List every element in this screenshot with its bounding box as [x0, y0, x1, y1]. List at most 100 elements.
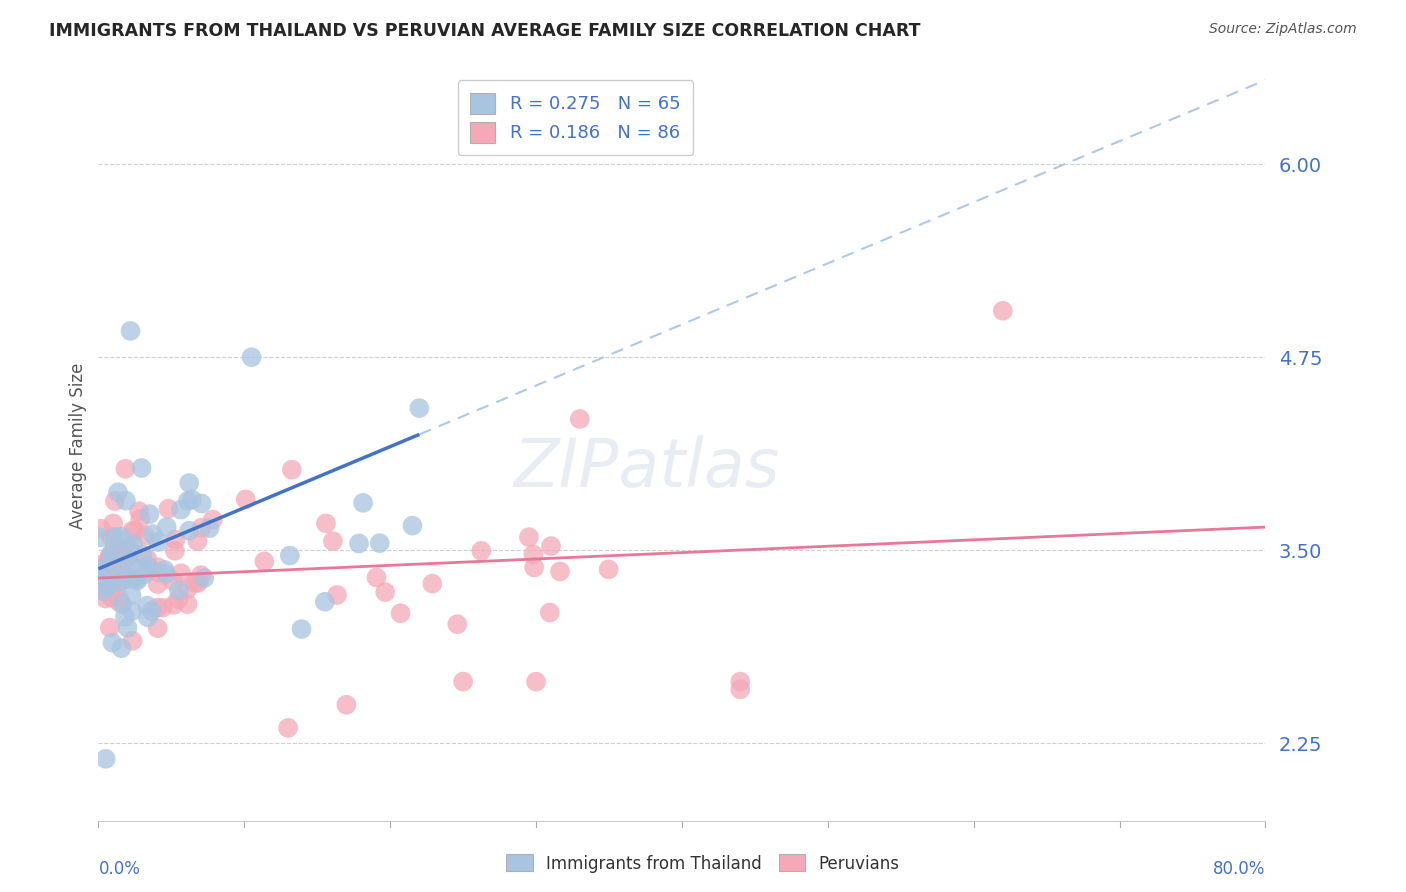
Point	[389, 606, 412, 620]
Point	[598, 562, 620, 576]
Point	[170, 502, 193, 516]
Point	[104, 530, 127, 544]
Point	[522, 548, 544, 562]
Point	[89, 562, 111, 576]
Point	[94, 574, 117, 589]
Point	[89, 530, 111, 544]
Point	[141, 604, 163, 618]
Text: IMMIGRANTS FROM THAILAND VS PERUVIAN AVERAGE FAMILY SIZE CORRELATION CHART: IMMIGRANTS FROM THAILAND VS PERUVIAN AVE…	[49, 22, 921, 40]
Point	[115, 493, 138, 508]
Point	[148, 566, 170, 580]
Point	[131, 548, 153, 562]
Point	[101, 635, 124, 649]
Point	[446, 617, 468, 632]
Point	[278, 549, 301, 563]
Point	[181, 492, 204, 507]
Point	[165, 533, 187, 547]
Point	[146, 560, 169, 574]
Point	[187, 575, 209, 590]
Point	[167, 592, 190, 607]
Point	[97, 579, 120, 593]
Point	[107, 591, 129, 605]
Point	[146, 621, 169, 635]
Point	[179, 476, 201, 491]
Point	[162, 574, 184, 588]
Point	[179, 524, 201, 538]
Point	[98, 549, 121, 563]
Point	[122, 571, 145, 585]
Point	[240, 350, 263, 364]
Point	[568, 412, 591, 426]
Point	[107, 575, 129, 590]
Point	[148, 535, 170, 549]
Point	[326, 588, 349, 602]
Point	[157, 501, 180, 516]
Point	[100, 559, 122, 574]
Point	[104, 538, 127, 552]
Point	[190, 521, 212, 535]
Point	[176, 597, 198, 611]
Point	[117, 572, 139, 586]
Point	[277, 721, 299, 735]
Point	[128, 504, 150, 518]
Point	[122, 537, 145, 551]
Point	[118, 554, 141, 568]
Point	[114, 462, 136, 476]
Point	[117, 621, 139, 635]
Point	[93, 584, 115, 599]
Point	[89, 582, 111, 596]
Point	[90, 561, 112, 575]
Y-axis label: Average Family Size: Average Family Size	[69, 363, 87, 529]
Point	[352, 496, 374, 510]
Point	[127, 574, 149, 588]
Point	[315, 516, 337, 531]
Point	[101, 572, 124, 586]
Point	[523, 560, 546, 574]
Point	[117, 541, 139, 556]
Point	[142, 527, 165, 541]
Point	[110, 641, 132, 656]
Point	[548, 565, 571, 579]
Point	[104, 494, 127, 508]
Point	[451, 674, 474, 689]
Text: Source: ZipAtlas.com: Source: ZipAtlas.com	[1209, 22, 1357, 37]
Point	[89, 565, 111, 579]
Legend: Immigrants from Thailand, Peruvians: Immigrants from Thailand, Peruvians	[499, 847, 907, 880]
Point	[136, 551, 159, 566]
Point	[107, 485, 129, 500]
Point	[117, 570, 139, 584]
Point	[401, 518, 423, 533]
Point	[111, 574, 134, 588]
Point	[111, 568, 134, 582]
Point	[156, 520, 179, 534]
Point	[90, 522, 112, 536]
Point	[121, 524, 143, 538]
Point	[198, 521, 221, 535]
Point	[408, 401, 430, 416]
Point	[111, 597, 134, 611]
Point	[167, 583, 190, 598]
Point	[134, 529, 156, 543]
Point	[170, 566, 193, 581]
Point	[115, 570, 138, 584]
Point	[100, 583, 122, 598]
Point	[100, 549, 122, 563]
Legend: R = 0.275   N = 65, R = 0.186   N = 86: R = 0.275 N = 65, R = 0.186 N = 86	[457, 80, 693, 155]
Point	[368, 536, 391, 550]
Point	[98, 621, 121, 635]
Point	[134, 567, 156, 582]
Point	[110, 529, 132, 543]
Point	[121, 633, 143, 648]
Point	[103, 565, 125, 579]
Point	[540, 539, 562, 553]
Point	[136, 559, 159, 574]
Point	[517, 530, 540, 544]
Point	[101, 516, 124, 531]
Point	[153, 563, 176, 577]
Point	[100, 591, 122, 605]
Point	[470, 543, 492, 558]
Point	[538, 606, 561, 620]
Point	[730, 682, 752, 697]
Point	[101, 544, 124, 558]
Point	[146, 577, 169, 591]
